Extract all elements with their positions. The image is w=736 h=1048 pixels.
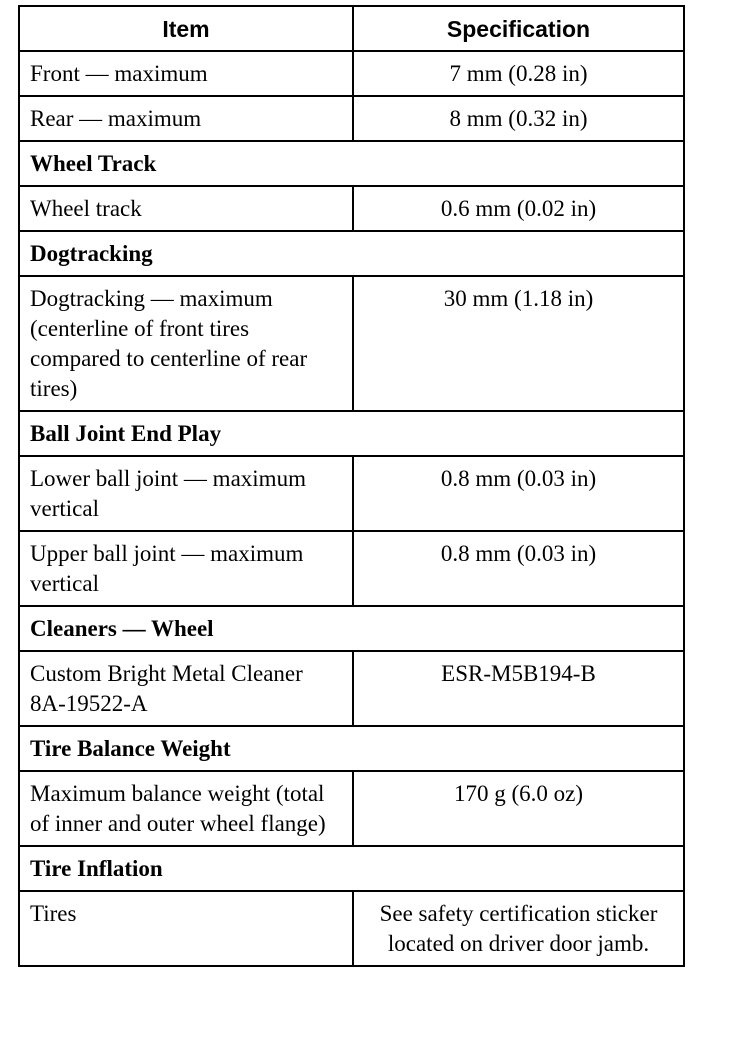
section-row: Wheel Track xyxy=(18,140,685,187)
section-row: Ball Joint End Play xyxy=(18,410,685,457)
specification-cell: 7 mm (0.28 in) xyxy=(352,50,685,97)
table-row: Custom Bright Metal Cleaner 8A-19522-A ES… xyxy=(18,650,685,727)
item-cell: Front — maximum xyxy=(18,50,354,97)
item-cell: Lower ball joint — maximum vertical xyxy=(18,455,354,532)
item-cell: Rear — maximum xyxy=(18,95,354,142)
section-title: Ball Joint End Play xyxy=(18,410,685,457)
specification-cell: See safety certification sticker located… xyxy=(352,890,685,967)
section-title: Tire Inflation xyxy=(18,845,685,892)
section-row: Cleaners — Wheel xyxy=(18,605,685,652)
section-title: Dogtracking xyxy=(18,230,685,277)
specification-table: Item Specification Front — maximum 7 mm (… xyxy=(18,5,685,967)
header-row: Item Specification xyxy=(18,5,685,52)
specification-cell: ESR-M5B194-B xyxy=(352,650,685,727)
table-row: Tires See safety certification sticker lo… xyxy=(18,890,685,967)
item-cell: Upper ball joint — maximum vertical xyxy=(18,530,354,607)
table-row: Upper ball joint — maximum vertical 0.8 m… xyxy=(18,530,685,607)
table-row: Front — maximum 7 mm (0.28 in) xyxy=(18,50,685,97)
section-row: Tire Inflation xyxy=(18,845,685,892)
section-row: Tire Balance Weight xyxy=(18,725,685,772)
specification-cell: 0.8 mm (0.03 in) xyxy=(352,455,685,532)
header-specification: Specification xyxy=(352,5,685,52)
table-row: Rear — maximum 8 mm (0.32 in) xyxy=(18,95,685,142)
specification-cell: 170 g (6.0 oz) xyxy=(352,770,685,847)
item-cell: Custom Bright Metal Cleaner 8A-19522-A xyxy=(18,650,354,727)
section-title: Cleaners — Wheel xyxy=(18,605,685,652)
specification-cell: 0.8 mm (0.03 in) xyxy=(352,530,685,607)
specification-cell: 30 mm (1.18 in) xyxy=(352,275,685,412)
item-cell: Tires xyxy=(18,890,354,967)
table-row: Maximum balance weight (total of inner a… xyxy=(18,770,685,847)
section-title: Wheel Track xyxy=(18,140,685,187)
item-cell: Maximum balance weight (total of inner a… xyxy=(18,770,354,847)
specification-cell: 0.6 mm (0.02 in) xyxy=(352,185,685,232)
item-cell: Dogtracking — maximum (centerline of fro… xyxy=(18,275,354,412)
item-cell: Wheel track xyxy=(18,185,354,232)
table-row: Lower ball joint — maximum vertical 0.8 m… xyxy=(18,455,685,532)
table-row: Dogtracking — maximum (centerline of fro… xyxy=(18,275,685,412)
section-title: Tire Balance Weight xyxy=(18,725,685,772)
table-row: Wheel track 0.6 mm (0.02 in) xyxy=(18,185,685,232)
header-item: Item xyxy=(18,5,354,52)
section-row: Dogtracking xyxy=(18,230,685,277)
specification-cell: 8 mm (0.32 in) xyxy=(352,95,685,142)
